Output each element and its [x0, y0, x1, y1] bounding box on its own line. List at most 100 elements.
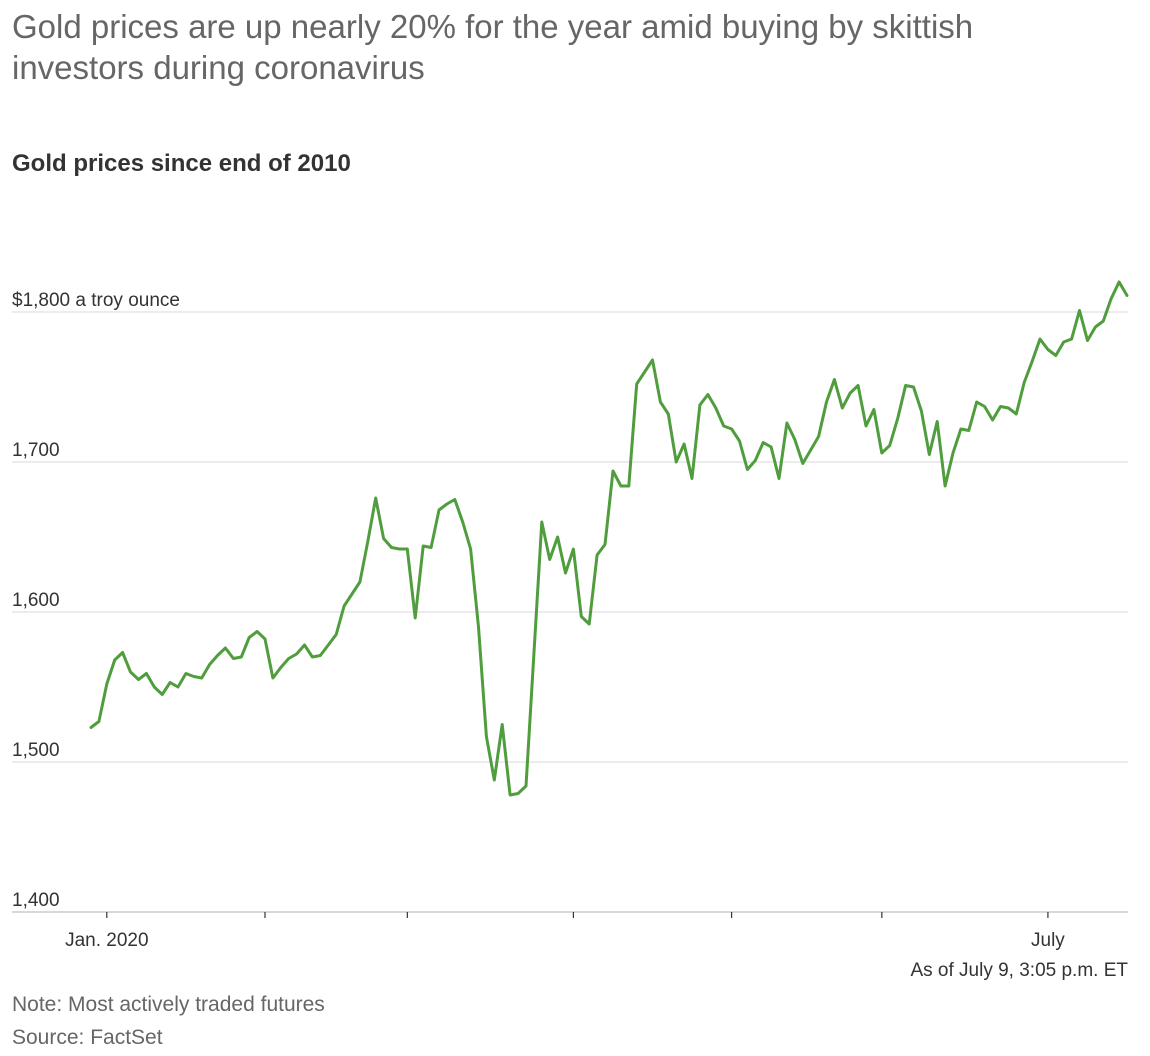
data-point: [1118, 281, 1120, 283]
data-point: [960, 428, 962, 430]
data-point: [770, 446, 772, 448]
data-point: [1031, 360, 1033, 362]
data-point: [1039, 338, 1041, 340]
data-point: [580, 615, 582, 617]
data-point: [999, 405, 1001, 407]
data-point: [810, 449, 812, 451]
data-point: [462, 521, 464, 523]
data-point: [604, 543, 606, 545]
data-point: [730, 428, 732, 430]
data-point: [976, 401, 978, 403]
data-point: [509, 794, 511, 796]
data-point: [216, 654, 218, 656]
data-point: [224, 647, 226, 649]
data-point: [161, 693, 163, 695]
data-point: [414, 617, 416, 619]
source-text: Source: FactSet: [12, 1026, 163, 1049]
data-point: [1047, 348, 1049, 350]
data-point: [501, 723, 503, 725]
data-point: [1086, 339, 1088, 341]
data-point: [406, 548, 408, 550]
data-point: [549, 558, 551, 560]
data-point: [968, 429, 970, 431]
data-point: [1070, 338, 1072, 340]
footnote: Note: Most actively traded futures Sourc…: [12, 988, 325, 1054]
data-point: [564, 572, 566, 574]
data-point: [1055, 354, 1057, 356]
data-point: [280, 666, 282, 668]
x-tick-label: Jan. 2020: [65, 930, 148, 951]
data-point: [841, 407, 843, 409]
data-point: [912, 386, 914, 388]
data-point: [1078, 309, 1080, 311]
data-point: [1063, 341, 1065, 343]
y-tick-label: $1,800 a troy ounce: [12, 290, 180, 311]
data-point: [319, 654, 321, 656]
data-point: [248, 636, 250, 638]
data-point: [311, 656, 313, 658]
data-point: [762, 441, 764, 443]
chart-subtitle: Gold prices since end of 2010: [12, 150, 351, 177]
data-point: [991, 419, 993, 421]
data-point: [691, 477, 693, 479]
y-tick-label: 1,600: [12, 590, 60, 611]
series-layer: [89, 280, 1129, 797]
data-point: [612, 470, 614, 472]
data-point: [667, 413, 669, 415]
data-point: [153, 686, 155, 688]
data-point: [849, 392, 851, 394]
data-point: [802, 462, 804, 464]
data-point: [382, 537, 384, 539]
data-point: [1007, 407, 1009, 409]
data-point: [177, 686, 179, 688]
data-point: [517, 792, 519, 794]
data-point: [889, 444, 891, 446]
tick-label-layer: $1,800 a troy ounce1,7001,6001,5001,400J…: [12, 290, 1065, 951]
data-point: [375, 497, 377, 499]
data-point: [707, 393, 709, 395]
data-point: [865, 425, 867, 427]
note-text: Note: Most actively traded futures: [12, 993, 325, 1016]
data-point: [454, 498, 456, 500]
data-point: [920, 410, 922, 412]
data-point: [525, 785, 527, 787]
data-point: [295, 653, 297, 655]
data-point: [778, 477, 780, 479]
data-point: [477, 626, 479, 628]
data-point: [881, 452, 883, 454]
data-point: [335, 633, 337, 635]
data-point: [469, 548, 471, 550]
data-point: [572, 548, 574, 550]
gold-price-line: [89, 280, 1129, 797]
x-axis: [106, 912, 1049, 918]
y-tick-label: 1,700: [12, 440, 60, 461]
data-point: [857, 384, 859, 386]
data-point: [715, 407, 717, 409]
data-point: [541, 521, 543, 523]
as-of-timestamp: As of July 9, 3:05 p.m. ET: [910, 960, 1128, 981]
data-point: [699, 404, 701, 406]
data-point: [636, 383, 638, 385]
data-point: [106, 683, 108, 685]
data-point: [145, 672, 147, 674]
data-point: [746, 468, 748, 470]
data-point: [422, 545, 424, 547]
data-point: [897, 417, 899, 419]
data-point: [193, 675, 195, 677]
data-point: [327, 644, 329, 646]
data-point: [928, 453, 930, 455]
data-point: [185, 672, 187, 674]
data-point: [272, 677, 274, 679]
data-point: [873, 408, 875, 410]
data-point: [359, 581, 361, 583]
data-point: [367, 540, 369, 542]
data-point: [825, 401, 827, 403]
data-point: [628, 485, 630, 487]
data-point: [754, 459, 756, 461]
data-point: [643, 371, 645, 373]
data-point: [936, 420, 938, 422]
data-point: [169, 681, 171, 683]
data-point: [556, 536, 558, 538]
data-point: [398, 548, 400, 550]
